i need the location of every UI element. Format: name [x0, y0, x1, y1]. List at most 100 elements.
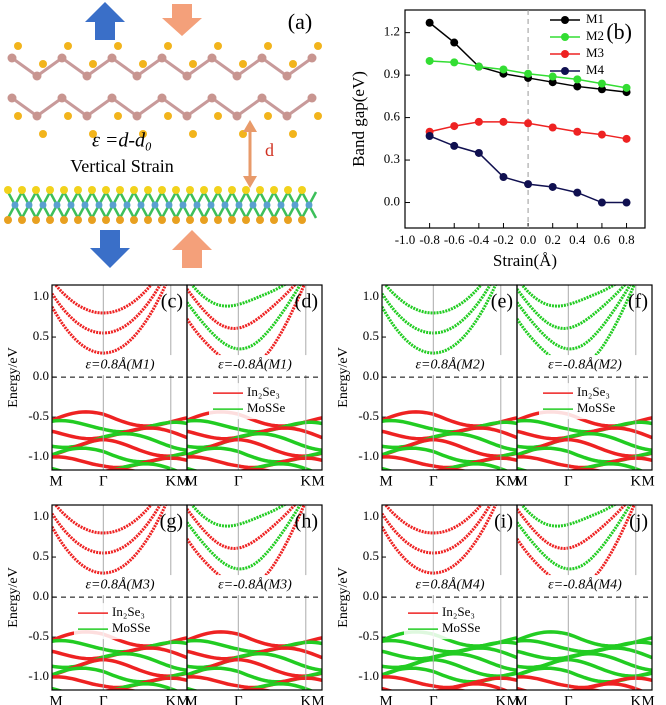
y-axis-title: Energy/eV — [6, 567, 21, 627]
atom — [64, 112, 72, 120]
atom — [186, 216, 194, 224]
band — [382, 638, 517, 654]
atom — [107, 93, 117, 103]
k-label: M — [49, 473, 62, 489]
band — [187, 285, 302, 351]
band — [53, 505, 153, 535]
k-label: Γ — [234, 473, 243, 489]
annotation: ε=0.8Å(M1) — [85, 356, 154, 372]
band — [189, 285, 287, 308]
annotation-bg — [66, 575, 174, 596]
atom — [228, 216, 236, 224]
subplot-frame — [516, 504, 653, 691]
band — [517, 505, 632, 571]
k-label: K — [165, 473, 176, 489]
band — [187, 234, 322, 283]
plot-frame — [404, 9, 646, 229]
data-point — [573, 82, 582, 91]
k-label: M — [514, 473, 527, 489]
k-label: Γ — [234, 693, 243, 705]
y-tick-label: 1.0 — [33, 508, 49, 523]
subplot-frame — [186, 504, 323, 691]
atom — [60, 216, 68, 224]
x-tick-label: 0.8 — [618, 232, 634, 247]
atom — [214, 186, 222, 194]
k-label: M — [311, 473, 324, 489]
atom — [172, 216, 180, 224]
data-point — [622, 198, 631, 207]
atom — [157, 53, 167, 63]
data-point — [425, 56, 434, 65]
k-label: K — [630, 473, 641, 489]
atom — [270, 216, 278, 224]
y-axis-title: Energy/eV — [336, 347, 351, 407]
atom — [257, 93, 267, 103]
atom — [307, 53, 317, 63]
k-label: M — [379, 473, 392, 489]
legend-label: M2 — [586, 28, 604, 43]
atom — [46, 186, 54, 194]
band — [187, 638, 322, 654]
data-point — [450, 141, 459, 150]
atom — [307, 93, 317, 103]
annotation: ε=-0.8Å(M3) — [218, 576, 292, 592]
atom — [114, 42, 122, 50]
data-point — [425, 18, 434, 27]
atom — [130, 216, 138, 224]
data-point — [573, 75, 582, 84]
panel-label: (a) — [288, 9, 312, 34]
band — [383, 285, 483, 315]
atom — [228, 186, 236, 194]
k-label: K — [495, 693, 506, 705]
band — [187, 418, 322, 434]
atom — [74, 186, 82, 194]
x-axis-title: Strain(Å) — [493, 251, 557, 270]
atom — [7, 93, 17, 103]
data-point — [524, 119, 533, 128]
atom — [139, 130, 147, 138]
data-point — [499, 65, 508, 74]
atom — [189, 130, 197, 138]
atom — [4, 216, 12, 224]
atom — [144, 216, 152, 224]
legend-bg — [539, 383, 634, 420]
atom — [298, 216, 306, 224]
atom — [263, 201, 271, 209]
data-point — [450, 58, 459, 67]
k-label: K — [300, 693, 311, 705]
data-point — [450, 38, 459, 47]
k-label: M — [184, 473, 197, 489]
atom — [264, 112, 272, 120]
panel-label: (b) — [606, 19, 632, 44]
subplot-frame — [516, 284, 653, 471]
y-tick-label: -1.0 — [358, 448, 379, 463]
atom — [144, 186, 152, 194]
arrow-up — [85, 2, 125, 40]
annotation-bg — [201, 575, 309, 596]
atom — [53, 201, 61, 209]
atom — [232, 111, 242, 121]
legend-label: In₂Se₃ — [112, 604, 145, 619]
band — [519, 505, 617, 528]
atom — [257, 53, 267, 63]
y-tick-label: -0.5 — [28, 408, 49, 423]
atom — [60, 186, 68, 194]
legend-label: M1 — [586, 11, 604, 26]
k-label: M — [176, 693, 189, 705]
panel-label: (i) — [494, 511, 513, 533]
k-label: M — [176, 473, 189, 489]
atom — [158, 186, 166, 194]
data-point — [474, 148, 483, 157]
atom — [305, 201, 313, 209]
panel-label: (e) — [491, 291, 513, 313]
band — [382, 285, 498, 355]
atom — [186, 186, 194, 194]
atom — [193, 201, 201, 209]
k-label: M — [184, 693, 197, 705]
atom — [232, 71, 242, 81]
atom — [14, 42, 22, 50]
annotation: ε=0.8Å(M4) — [415, 576, 484, 592]
atom — [158, 216, 166, 224]
legend-label: MoSSe — [247, 400, 286, 415]
atom — [123, 201, 131, 209]
